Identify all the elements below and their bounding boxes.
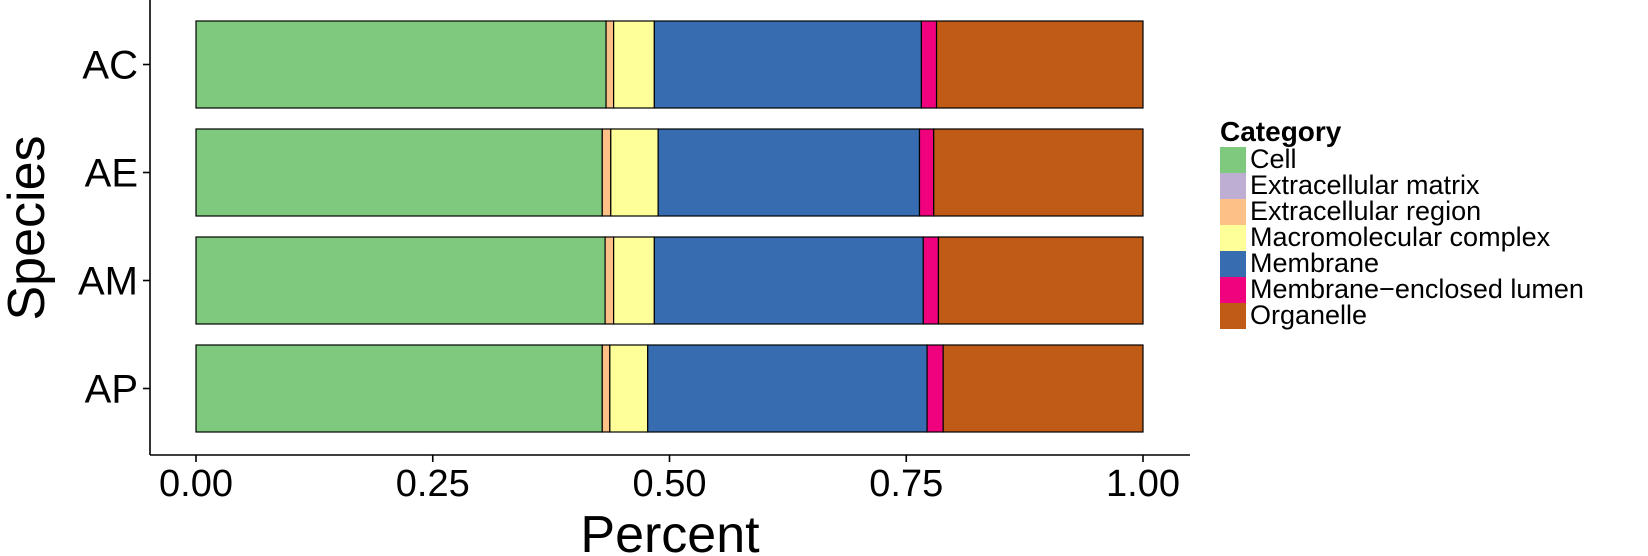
- legend-key: [1220, 147, 1246, 173]
- bar-segment: [922, 236, 940, 325]
- bar-segment: [937, 236, 1144, 325]
- bar-segment: [605, 20, 615, 109]
- x-tick-label: 0.75: [869, 463, 943, 505]
- legend-key: [1220, 225, 1246, 251]
- x-axis-title: Percent: [580, 506, 760, 556]
- x-tick-label: 0.50: [633, 463, 707, 505]
- bar-segment: [604, 236, 615, 325]
- x-tick-label: 0.00: [159, 463, 233, 505]
- legend-title: Category: [1220, 116, 1342, 147]
- bar-segment: [657, 128, 921, 217]
- bar-segment: [195, 20, 607, 109]
- bar-segment: [613, 236, 655, 325]
- y-ticks-layer: AC AE AM AP: [78, 44, 150, 412]
- bar-segment: [942, 344, 1144, 433]
- x-tick-label: 0.25: [396, 463, 470, 505]
- legend-key: [1220, 303, 1246, 329]
- legend-key: [1220, 251, 1246, 277]
- y-axis-title: Species: [0, 136, 56, 321]
- bar-segment: [920, 20, 938, 109]
- bar-segment: [613, 20, 655, 109]
- bar-segment: [601, 344, 611, 433]
- bar-segment: [647, 344, 928, 433]
- y-tick-label: AC: [82, 44, 138, 88]
- y-tick-label: AP: [85, 368, 138, 412]
- legend-key: [1220, 277, 1246, 303]
- x-tick-label: 1.00: [1106, 463, 1180, 505]
- legend-label: Membrane−enclosed lumen: [1250, 274, 1584, 304]
- legend-label: Extracellular matrix: [1250, 170, 1480, 200]
- legend-key: [1220, 199, 1246, 225]
- bar-segment: [918, 128, 935, 217]
- legend-label: Macromolecular complex: [1250, 222, 1551, 252]
- bar-segment: [653, 20, 923, 109]
- bar-segment: [609, 344, 649, 433]
- bar-segment: [933, 128, 1144, 217]
- bar-segment: [195, 128, 603, 217]
- bar-segment: [195, 344, 603, 433]
- bar-segment: [601, 128, 612, 217]
- y-tick-label: AM: [78, 260, 138, 304]
- bars-layer: [195, 20, 1144, 433]
- legend-key: [1220, 173, 1246, 199]
- bar-segment: [195, 236, 606, 325]
- bar-segment: [935, 20, 1144, 109]
- x-ticks-layer: 0.00 0.25 0.50 0.75 1.00: [159, 455, 1180, 505]
- legend-label: Extracellular region: [1250, 196, 1481, 226]
- bar-segment: [926, 344, 944, 433]
- bar-segment: [653, 236, 924, 325]
- y-tick-label: AE: [85, 152, 138, 196]
- legend-label: Organelle: [1250, 300, 1367, 330]
- legend-label: Cell: [1250, 144, 1297, 174]
- bar-segment: [610, 128, 659, 217]
- legend-label: Membrane: [1250, 248, 1379, 278]
